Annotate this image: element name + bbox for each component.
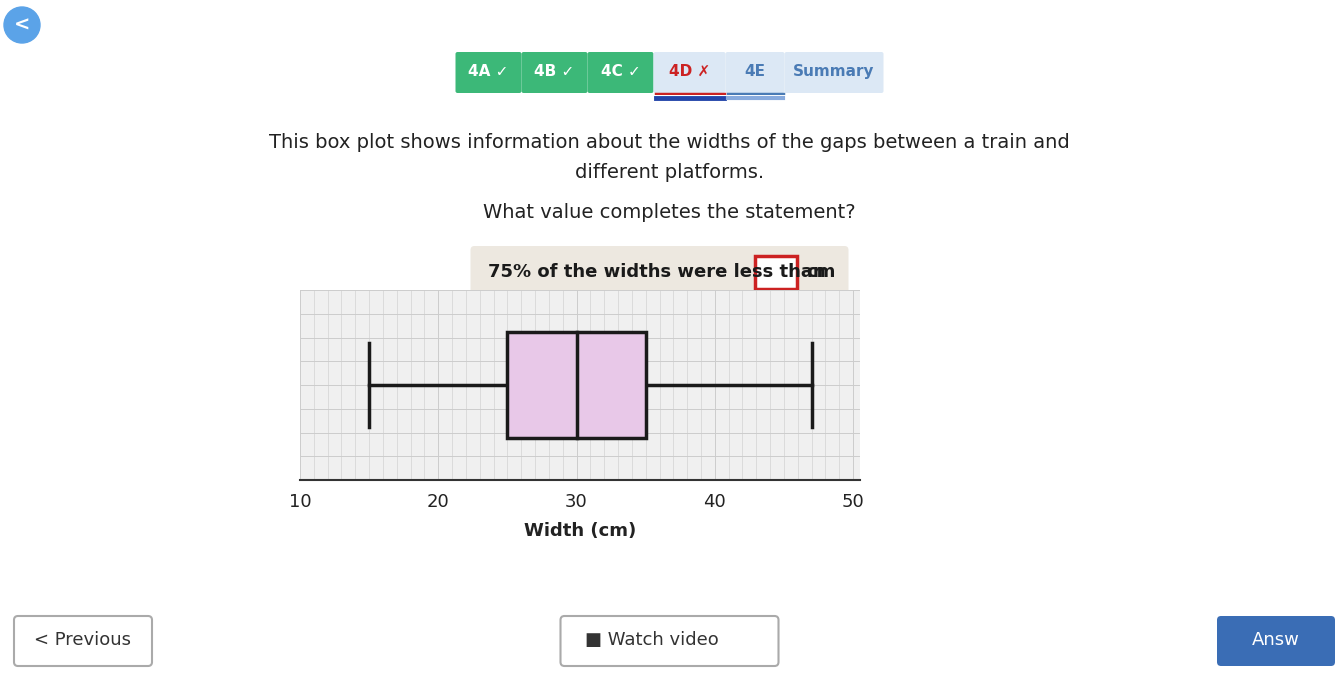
Circle shape	[4, 7, 40, 43]
FancyBboxPatch shape	[785, 52, 884, 93]
FancyBboxPatch shape	[726, 52, 785, 93]
Text: Summary: Summary	[793, 64, 874, 79]
FancyBboxPatch shape	[455, 52, 521, 93]
FancyBboxPatch shape	[521, 52, 588, 93]
Text: 35,968 XP   Aleeza Suleman   Menu: 35,968 XP Aleeza Suleman Menu	[1056, 18, 1330, 32]
Text: cm: cm	[806, 263, 836, 281]
X-axis label: Width (cm): Width (cm)	[524, 522, 636, 541]
FancyBboxPatch shape	[653, 52, 726, 93]
FancyBboxPatch shape	[13, 616, 153, 666]
Text: Sparx Maths: Sparx Maths	[80, 13, 246, 37]
Text: 4D ✗: 4D ✗	[670, 64, 710, 79]
Text: 4E: 4E	[744, 64, 766, 79]
Bar	[754, 256, 797, 289]
FancyBboxPatch shape	[470, 246, 849, 298]
Text: <: <	[13, 16, 31, 34]
Text: < Previous: < Previous	[35, 631, 131, 649]
Text: Answ: Answ	[1252, 631, 1300, 649]
FancyBboxPatch shape	[1217, 616, 1335, 666]
FancyBboxPatch shape	[561, 616, 778, 666]
Text: What value completes the statement?: What value completes the statement?	[483, 202, 856, 222]
Text: 75% of the widths were less than: 75% of the widths were less than	[489, 263, 826, 281]
Text: 4B ✓: 4B ✓	[534, 64, 574, 79]
Bar	[507, 332, 645, 438]
Text: This box plot shows information about the widths of the gaps between a train and: This box plot shows information about th…	[269, 133, 1070, 152]
Text: ■ Watch video: ■ Watch video	[585, 631, 719, 649]
Text: different platforms.: different platforms.	[574, 162, 765, 181]
Text: 4A ✓: 4A ✓	[469, 64, 509, 79]
FancyBboxPatch shape	[588, 52, 653, 93]
Text: 4C ✓: 4C ✓	[601, 64, 640, 79]
